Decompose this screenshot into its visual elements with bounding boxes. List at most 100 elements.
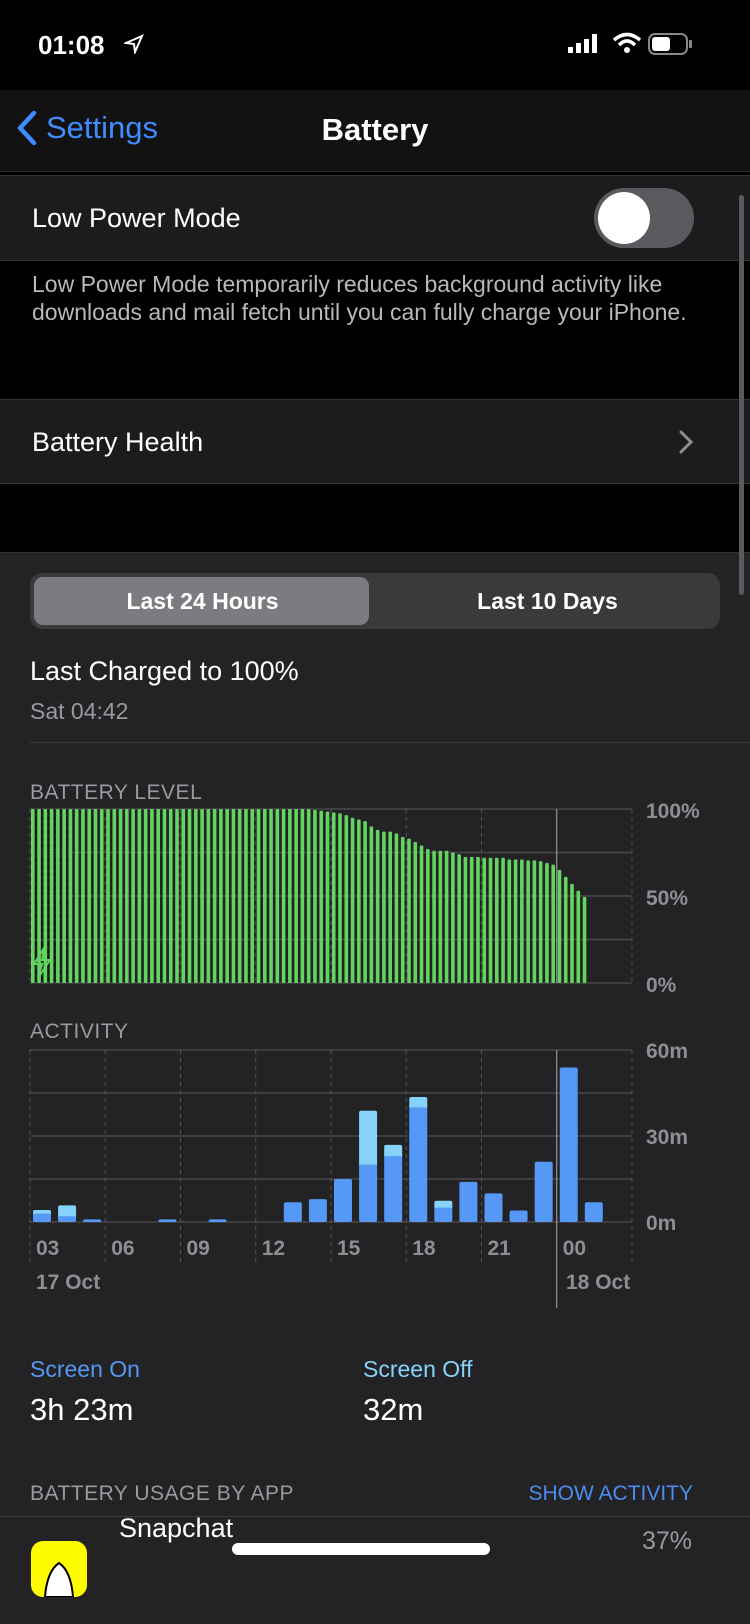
battery-level-bar <box>432 850 436 983</box>
screen-on-bar <box>509 1210 528 1222</box>
activity-ytick: 30m <box>646 1126 688 1149</box>
screen-off-bar <box>359 1110 378 1167</box>
battery-level-bar <box>413 842 418 983</box>
scrollbar[interactable] <box>739 195 744 595</box>
battery-level-bar <box>407 838 411 983</box>
battery-level-bar <box>74 809 79 983</box>
battery-level-bar <box>49 809 54 983</box>
battery-level-bar <box>319 810 324 983</box>
hour-tick-label: 00 <box>563 1237 586 1260</box>
battery-level-bar <box>513 859 518 983</box>
battery-level-bar <box>288 809 292 983</box>
battery-level-bar <box>112 809 117 983</box>
battery-level-bar <box>476 856 480 983</box>
screen-off-value: 32m <box>363 1392 424 1427</box>
screen-on-bar <box>33 1213 51 1222</box>
home-indicator[interactable] <box>232 1543 490 1555</box>
screen-on-label: Screen On <box>30 1356 140 1382</box>
hour-tick-label: 15 <box>337 1237 361 1260</box>
battery-level-bar <box>162 809 167 983</box>
battery-level-bar <box>137 809 142 983</box>
battery-charts: 100% 50% 0% 03 06 09 12 15 18 21 00 60m 30m 0m … <box>29 800 700 1308</box>
battery-level-bar <box>538 861 543 983</box>
hour-tick-label: 09 <box>187 1237 210 1260</box>
back-button[interactable]: Settings <box>16 110 158 146</box>
battery-ytick: 50% <box>646 887 688 910</box>
screen-on-bar <box>334 1179 352 1222</box>
segment-last-24-hours[interactable]: Last 24 Hours <box>126 588 279 614</box>
screen-on-bar <box>409 1107 428 1222</box>
battery-level-bar <box>43 809 48 983</box>
date-label: 18 Oct <box>566 1271 630 1294</box>
show-activity-button[interactable]: SHOW ACTIVITY <box>528 1482 693 1505</box>
battery-level-bar <box>394 833 399 983</box>
battery-level-bar <box>551 864 556 983</box>
screen-on-bar <box>158 1219 177 1222</box>
battery-level-bar <box>262 809 267 983</box>
screen-on-bar <box>584 1202 603 1222</box>
screen-on-bar <box>534 1161 553 1222</box>
signal-icon <box>568 34 597 53</box>
battery-level-bar <box>382 831 386 983</box>
battery-level-bar <box>93 809 98 983</box>
battery-level-bar <box>344 815 349 983</box>
battery-level-bar <box>256 809 261 983</box>
usage-header: BATTERY USAGE BY APP <box>30 1482 295 1505</box>
screen-on-bar <box>384 1156 403 1222</box>
chevron-right-icon <box>679 430 694 454</box>
battery-level-bar <box>250 809 255 983</box>
screen-on-bar <box>484 1193 503 1222</box>
low-power-mode-toggle[interactable] <box>594 188 694 248</box>
battery-level-bar <box>194 809 198 983</box>
battery-level-bar <box>532 860 537 983</box>
chevron-left-icon <box>17 110 37 146</box>
screen-on-bar <box>208 1219 227 1222</box>
battery-health-row[interactable]: Battery Health <box>0 399 750 484</box>
battery-level-bar <box>520 859 524 983</box>
activity-ytick: 60m <box>646 1040 688 1063</box>
low-power-mode-label: Low Power Mode <box>32 203 241 233</box>
battery-level-bar <box>150 809 154 983</box>
battery-level-bar <box>125 809 129 983</box>
screen-off-bar <box>58 1205 77 1219</box>
screen-on-bar <box>434 1207 453 1222</box>
battery-icon <box>648 33 692 55</box>
divider <box>30 742 750 743</box>
low-power-description: Low Power Mode temporarily reduces backg… <box>32 271 687 325</box>
screen-on-bar <box>559 1067 578 1222</box>
battery-level-bar <box>212 809 217 983</box>
screen-on-bar <box>83 1219 102 1222</box>
battery-level-bar <box>168 809 173 983</box>
battery-level-bar <box>275 809 280 983</box>
app-row-snapchat[interactable]: Snapchat 37% <box>0 1513 750 1624</box>
battery-level-bar <box>576 890 581 983</box>
battery-ytick: 100% <box>646 800 700 823</box>
battery-level-bar <box>244 809 248 983</box>
battery-level-bar <box>369 826 374 983</box>
battery-level-bar <box>557 869 562 983</box>
battery-level-bar <box>281 809 286 983</box>
battery-level-bar <box>501 857 505 983</box>
battery-level-bar <box>426 849 430 983</box>
screen-on-bar <box>308 1199 327 1222</box>
charging-bolt-icon <box>32 947 52 979</box>
battery-ytick: 0% <box>646 974 677 997</box>
activity-ytick: 0m <box>646 1212 676 1235</box>
battery-level-bar <box>457 854 461 983</box>
battery-level-bar <box>225 809 229 983</box>
battery-level-bar <box>375 829 380 983</box>
battery-level-bar <box>388 831 392 983</box>
navigation-bar: Settings Battery <box>0 90 750 172</box>
segment-last-10-days[interactable]: Last 10 Days <box>477 588 618 614</box>
battery-level-bar <box>338 813 342 983</box>
battery-level-bar <box>526 860 530 983</box>
last-charged-title: Last Charged to 100% <box>30 656 299 686</box>
toggle-knob <box>598 192 650 244</box>
date-label: 17 Oct <box>36 1271 100 1294</box>
screen-on-bar <box>359 1164 378 1222</box>
battery-level-bar <box>325 811 330 983</box>
battery-level-bar <box>570 883 574 983</box>
hour-tick-label: 21 <box>488 1237 512 1260</box>
snapchat-ghost-icon <box>31 1541 87 1597</box>
battery-level-bar <box>306 809 311 983</box>
